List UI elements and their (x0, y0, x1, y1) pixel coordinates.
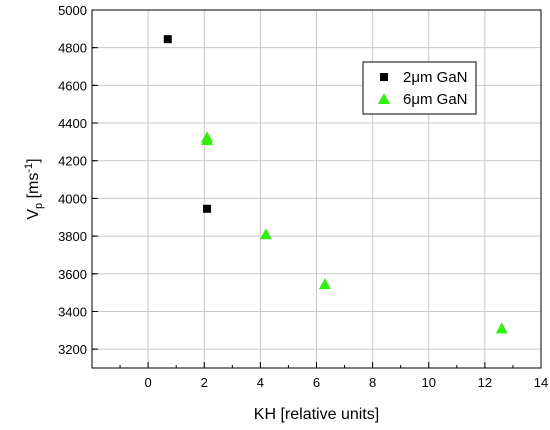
y-axis-title-main: V (25, 209, 42, 220)
data-point-series-2 (495, 322, 508, 334)
legend: 2μm GaN 6μm GaN (362, 61, 477, 115)
legend-label-2: 6μm GaN (403, 91, 468, 108)
data-point-series-2 (318, 278, 331, 290)
data-point-series-2 (201, 131, 214, 143)
legend-marker-2 (378, 93, 390, 104)
y-tick-label: 3800 (58, 229, 87, 244)
x-tick-label: 4 (257, 375, 264, 390)
x-axis-title: KH [relative units] (254, 406, 379, 423)
y-tick-label: 4400 (58, 116, 87, 131)
y-axis-title: Vp [ms-1] (23, 158, 45, 219)
legend-box (362, 61, 477, 115)
y-tick-label: 3200 (58, 342, 87, 357)
data-points (163, 35, 508, 334)
x-tick-label: 12 (478, 375, 492, 390)
y-axis-title-sub: p (33, 203, 45, 209)
legend-label-1: 2μm GaN (403, 69, 468, 86)
y-tick-label: 4200 (58, 154, 87, 169)
x-tick-label: 10 (422, 375, 436, 390)
y-tick-label: 5000 (58, 3, 87, 18)
y-tick-label: 4000 (58, 191, 87, 206)
y-axis-title-unit: [ms (25, 173, 42, 203)
x-tick-label: 8 (369, 375, 376, 390)
y-axis-title-exp: -1 (23, 163, 35, 173)
x-tick-label: 14 (534, 375, 548, 390)
x-tick-label: 2 (201, 375, 208, 390)
y-tick-label: 4800 (58, 41, 87, 56)
y-axis: 3200 3400 3600 3800 4000 4200 4400 4600 4800 5000 (58, 3, 98, 357)
x-tick-label: 0 (145, 375, 152, 390)
y-tick-label: 3600 (58, 267, 87, 282)
data-point-series-2 (259, 228, 272, 240)
x-tick-label: 6 (313, 375, 320, 390)
legend-marker-1 (380, 73, 388, 81)
data-point-series-1 (203, 204, 212, 213)
y-axis-title-close: ] (25, 158, 42, 162)
y-tick-label: 4600 (58, 78, 87, 93)
y-tick-label: 3400 (58, 304, 87, 319)
x-axis: 0 2 4 6 8 10 12 14 (119, 362, 548, 390)
data-point-series-1 (163, 35, 172, 44)
